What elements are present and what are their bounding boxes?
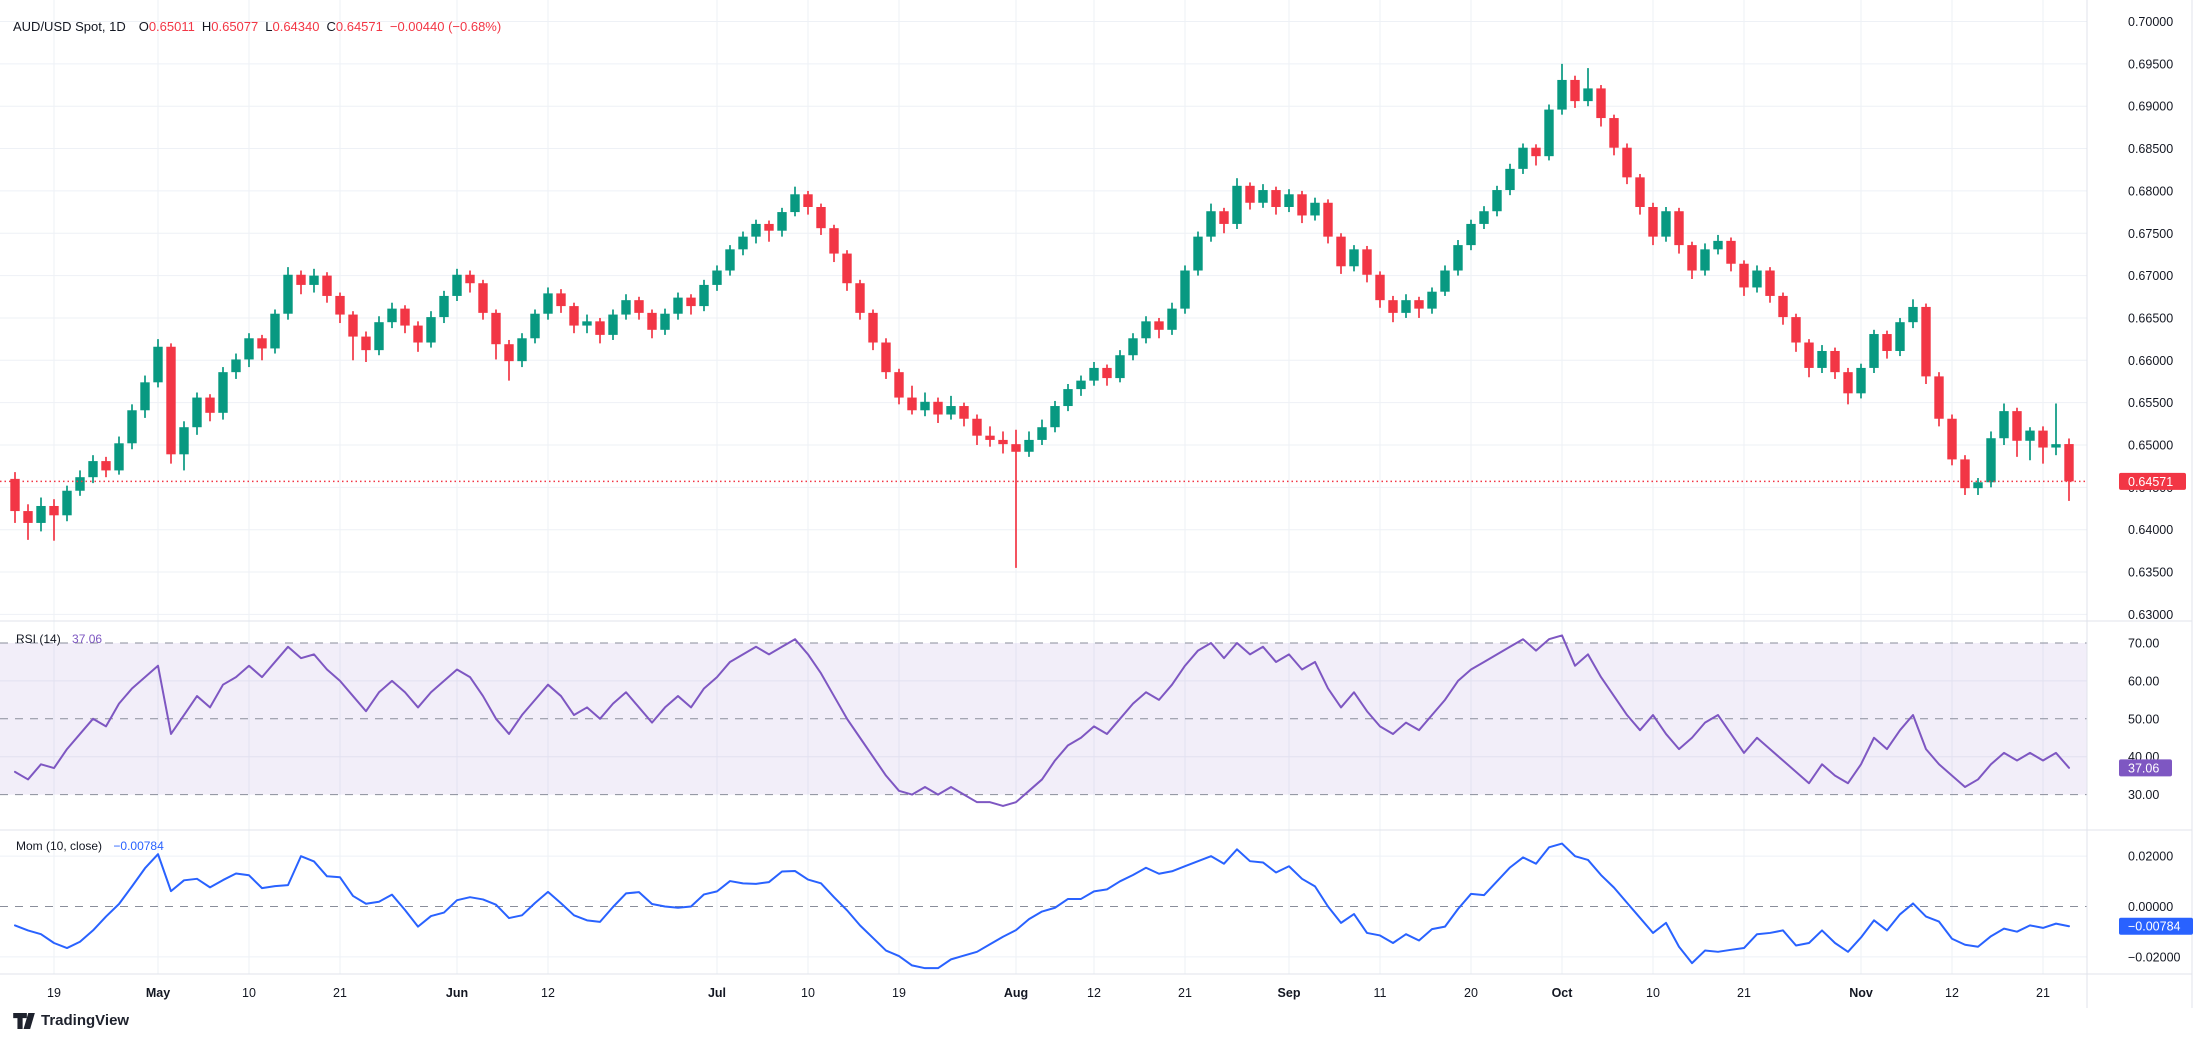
mom-params: (10, close) [46,839,103,853]
svg-text:10: 10 [242,986,256,1000]
svg-text:0.64000: 0.64000 [2128,523,2173,537]
svg-text:0.67500: 0.67500 [2128,227,2173,241]
svg-text:0.66500: 0.66500 [2128,311,2173,325]
axis-badge [2119,917,2193,935]
svg-text:0.69500: 0.69500 [2128,57,2173,71]
high-label: H [201,19,212,34]
symbol-title[interactable]: AUD/USD Spot, 1D [13,19,126,34]
axis-badge [2119,472,2186,490]
mom-line [14,842,2070,970]
svg-text:0.65500: 0.65500 [2128,396,2173,410]
svg-text:Nov: Nov [1849,986,1873,1000]
svg-text:0.63000: 0.63000 [2128,608,2173,622]
svg-text:0.68500: 0.68500 [2128,142,2173,156]
close-value: 0.64571 [335,19,383,34]
rsi-legend[interactable]: RSI (14) 37.06 [16,632,102,646]
time-axis: 19 May 10 21 Jun 12 Jul 10 19 Aug 12 21 Sep 11 20 Oct 10… [47,986,2050,1000]
svg-text:10: 10 [1646,986,1660,1000]
svg-text:Oct: Oct [1552,986,1574,1000]
price-axis: 0.70000 0.69500 0.69000 0.68500 0.68000 0.675… [2128,15,2181,964]
tradingview-logo-icon [13,1012,35,1029]
svg-text:0.68000: 0.68000 [2128,184,2173,198]
rsi-params: (14) [39,632,61,646]
svg-text:11: 11 [1374,986,1387,1000]
svg-text:21: 21 [2036,986,2050,1000]
tradingview-logo[interactable]: TradingView [13,1012,129,1029]
svg-text:0.63500: 0.63500 [2128,566,2173,580]
svg-text:19: 19 [892,986,906,1000]
mom-legend[interactable]: Mom (10, close) −0.00784 [16,839,164,853]
svg-text:12: 12 [541,986,555,1000]
svg-text:37.06: 37.06 [2128,761,2159,775]
rsi-band [0,642,2087,907]
svg-text:0.69000: 0.69000 [2128,100,2173,114]
svg-text:Jul: Jul [708,986,726,1000]
rsi-line [14,634,2070,807]
svg-text:Sep: Sep [1278,986,1301,1000]
svg-text:0.02000: 0.02000 [2128,850,2173,864]
svg-text:0.70000: 0.70000 [2128,15,2173,29]
svg-text:0.64571: 0.64571 [2128,475,2173,489]
svg-text:21: 21 [1737,986,1751,1000]
axis-badge [2119,759,2172,777]
svg-text:0.65000: 0.65000 [2128,439,2173,453]
symbol-legend[interactable]: AUD/USD Spot, 1D O0.65011 H0.65077 L0.64340… [13,19,508,34]
svg-text:60.00: 60.00 [2128,674,2159,688]
svg-text:10: 10 [801,986,815,1000]
svg-text:0.67000: 0.67000 [2128,269,2173,283]
svg-text:May: May [146,986,170,1000]
low-label: L [265,19,273,34]
svg-text:0.66000: 0.66000 [2128,354,2173,368]
open-value: 0.65011 [148,19,195,34]
pane-separators [0,0,2193,1008]
svg-text:50.00: 50.00 [2128,712,2159,726]
close-label: C [326,19,336,34]
candlestick-series [10,63,2074,568]
high-value: 0.65077 [211,19,259,34]
svg-text:0.00000: 0.00000 [2128,900,2173,914]
svg-text:70.00: 70.00 [2128,637,2159,651]
svg-text:21: 21 [1178,986,1192,1000]
axis-badges: 0.64571 37.06 −0.00784 [2119,472,2193,935]
svg-text:−0.02000: −0.02000 [2128,950,2181,964]
svg-text:Aug: Aug [1004,986,1028,1000]
svg-text:21: 21 [333,986,347,1000]
svg-text:20: 20 [1464,986,1478,1000]
svg-text:19: 19 [47,986,61,1000]
change-value: −0.00440 (−0.68%) [389,19,502,34]
svg-text:12: 12 [1087,986,1101,1000]
svg-text:12: 12 [1945,986,1959,1000]
grid [0,0,2087,974]
open-label: O [138,19,149,34]
low-value: 0.64340 [272,19,320,34]
mom-title: Mom [16,839,43,853]
svg-text:30.00: 30.00 [2128,788,2159,802]
mom-value: −0.00784 [113,839,164,853]
tradingview-logo-text: TradingView [41,1012,130,1029]
rsi-value: 37.06 [72,632,103,646]
rsi-title: RSI [16,632,37,646]
svg-text:−0.00784: −0.00784 [2128,920,2181,934]
svg-text:Jun: Jun [446,986,468,1000]
